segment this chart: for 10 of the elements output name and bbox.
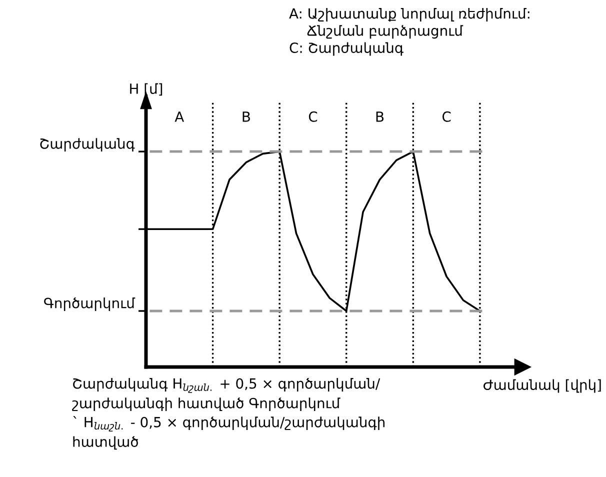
text: B: [376, 112, 384, 122]
text: Շարժականգ H$_{նշան.}$ + 0,5 × գործարկման/ շարժականգի հատված Գործարկում ` H$_{նաշն.}$ - 0,5 × գործարկման/շարժականգի հատված: [72, 378, 384, 450]
x-axis-title: Ժամանակ [վրկ]: [484, 379, 601, 393]
ref-line-label: Շարժականգ: [40, 138, 135, 152]
text: C: [308, 111, 318, 122]
text: C: [442, 111, 451, 122]
text: A: [174, 112, 184, 122]
ref-line-label: Գործարկում: [44, 298, 136, 311]
text: A: Աշխատանք նորմալ ռեժիմում: Ճնշման բարձրացում C: Շարժականգ: [289, 8, 530, 56]
text: B: [242, 112, 250, 122]
